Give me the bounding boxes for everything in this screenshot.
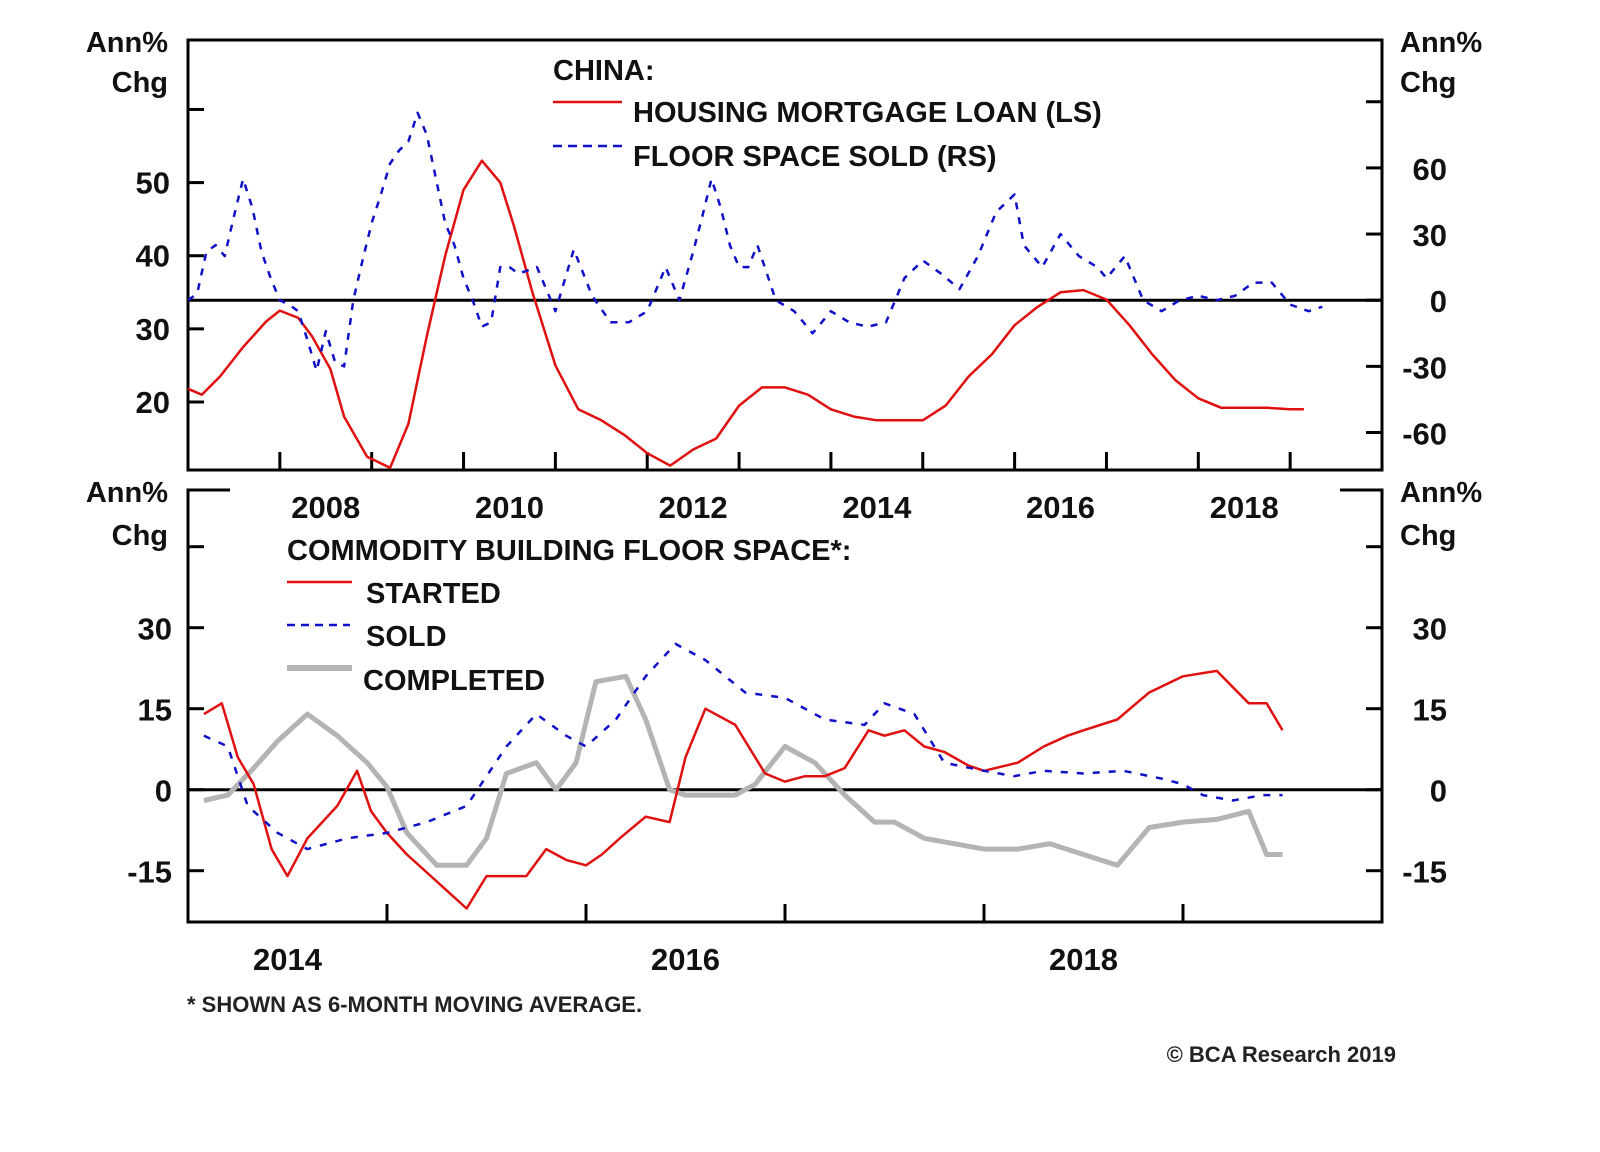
top-right-axis: -60 -30 0 30 60 bbox=[1366, 100, 1447, 452]
bottom-left-tick-label: 30 bbox=[138, 612, 172, 647]
top-left-tick-label: 30 bbox=[136, 312, 170, 347]
top-chart-title: CHINA: bbox=[553, 55, 655, 87]
top-right-unit-line2: Chg bbox=[1400, 67, 1456, 99]
top-right-tick-label: 0 bbox=[1430, 284, 1447, 319]
bottom-left-unit-line2: Chg bbox=[112, 520, 168, 552]
bottom-right-axis: -15 0 15 30 bbox=[1366, 545, 1447, 890]
top-left-axis: 20 30 40 50 bbox=[136, 107, 204, 420]
series-housing-mortgage-loan bbox=[187, 159, 1304, 470]
legend-label-mortgage: HOUSING MORTGAGE LOAN (LS) bbox=[633, 97, 1102, 129]
top-panel: 20 30 40 50 -60 -30 0 30 60 2008 2010 2012 2014 201… bbox=[86, 27, 1483, 525]
top-x-tick-label: 2018 bbox=[1210, 490, 1279, 525]
bottom-x-tick-label: 2016 bbox=[651, 942, 720, 977]
bottom-right-tick-label: -15 bbox=[1402, 855, 1447, 890]
bottom-right-tick-label: 30 bbox=[1413, 612, 1447, 647]
top-x-axis: 2008 2010 2012 2014 2016 2018 bbox=[278, 452, 1292, 525]
footnote: * SHOWN AS 6-MONTH MOVING AVERAGE. bbox=[187, 992, 642, 1017]
bottom-left-axis: -15 0 15 30 bbox=[127, 545, 204, 890]
series-started bbox=[203, 669, 1284, 910]
legend-label-completed: COMPLETED bbox=[363, 665, 545, 697]
series-completed bbox=[203, 673, 1283, 868]
top-left-tick-label: 50 bbox=[136, 166, 170, 201]
top-right-tick-label: 60 bbox=[1413, 152, 1447, 187]
bottom-right-unit-line1: Ann% bbox=[1400, 477, 1482, 509]
bottom-x-tick-label: 2018 bbox=[1049, 942, 1118, 977]
top-right-tick-label: -60 bbox=[1402, 417, 1447, 452]
bottom-left-tick-label: 0 bbox=[155, 774, 172, 809]
series-sold bbox=[203, 642, 1283, 851]
top-x-tick-label: 2010 bbox=[475, 490, 544, 525]
bottom-right-tick-label: 15 bbox=[1413, 693, 1447, 728]
legend-label-sold: SOLD bbox=[366, 621, 447, 653]
legend-label-floor-space-sold: FLOOR SPACE SOLD (RS) bbox=[633, 141, 997, 173]
top-left-unit-line1: Ann% bbox=[86, 27, 168, 59]
top-left-tick-label: 20 bbox=[136, 385, 170, 420]
bottom-series bbox=[203, 642, 1284, 910]
bottom-left-tick-label: 15 bbox=[138, 693, 172, 728]
top-x-tick-label: 2008 bbox=[291, 490, 360, 525]
top-x-tick-label: 2012 bbox=[659, 490, 728, 525]
copyright: © BCA Research 2019 bbox=[1167, 1042, 1396, 1067]
series-floor-space-sold bbox=[187, 111, 1323, 373]
bottom-x-tick-label: 2014 bbox=[253, 942, 323, 977]
top-left-unit-line2: Chg bbox=[112, 67, 168, 99]
top-x-tick-label: 2014 bbox=[842, 490, 912, 525]
top-series bbox=[187, 111, 1323, 470]
top-right-tick-label: -30 bbox=[1402, 350, 1447, 385]
legend-label-started: STARTED bbox=[366, 578, 501, 610]
bottom-x-axis: 2014 2016 2018 bbox=[253, 904, 1185, 977]
bottom-left-unit-line1: Ann% bbox=[86, 477, 168, 509]
top-left-tick-label: 40 bbox=[136, 239, 170, 274]
bottom-left-tick-label: -15 bbox=[127, 855, 172, 890]
bottom-right-unit-line2: Chg bbox=[1400, 520, 1456, 552]
bottom-chart-title: COMMODITY BUILDING FLOOR SPACE*: bbox=[287, 535, 851, 567]
top-right-unit-line1: Ann% bbox=[1400, 27, 1482, 59]
top-x-tick-label: 2016 bbox=[1026, 490, 1095, 525]
top-right-tick-label: 30 bbox=[1413, 218, 1447, 253]
bottom-right-tick-label: 0 bbox=[1430, 774, 1447, 809]
